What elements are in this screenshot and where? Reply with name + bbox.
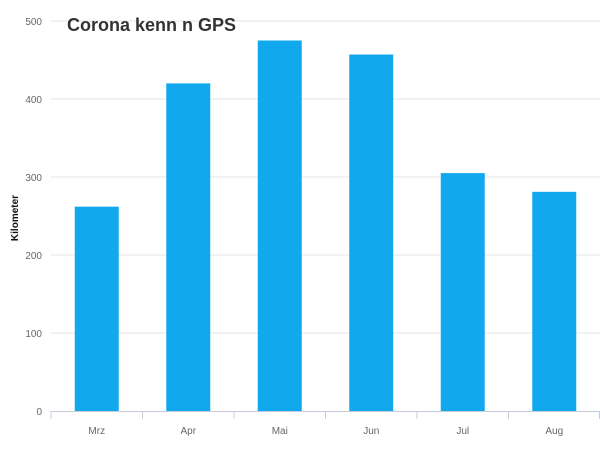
bar-jun[interactable] [349,54,394,411]
x-tick-label: Apr [180,426,196,437]
y-tick-labels: 0 100 200 300 400 500 [25,17,42,418]
y-tick-label: 100 [25,329,42,340]
x-tick-label: Jul [456,426,469,437]
x-tick-label: Mai [272,426,288,437]
grid-layer [51,20,600,334]
bars-layer [74,40,577,412]
bar-apr[interactable] [166,83,211,412]
x-tick-label: Aug [545,426,563,437]
chart-title: Corona kenn n GPS [67,15,236,35]
y-tick-label: 500 [25,17,42,28]
bar-mrz[interactable] [74,206,119,411]
y-tick-label: 300 [25,173,42,184]
y-tick-label: 200 [25,251,42,262]
bar-jul[interactable] [440,173,485,411]
y-tick-label: 400 [25,95,42,106]
x-tick-labels: Mrz Apr Mai Jun Jul Aug [88,426,563,437]
y-axis-title: Kilometer [10,195,21,241]
bar-aug[interactable] [532,191,577,411]
x-tick-label: Jun [363,426,379,437]
y-tick-label: 0 [36,407,42,418]
bar-mai[interactable] [257,40,302,412]
x-tick-label: Mrz [88,426,105,437]
axis-layer [50,411,600,419]
